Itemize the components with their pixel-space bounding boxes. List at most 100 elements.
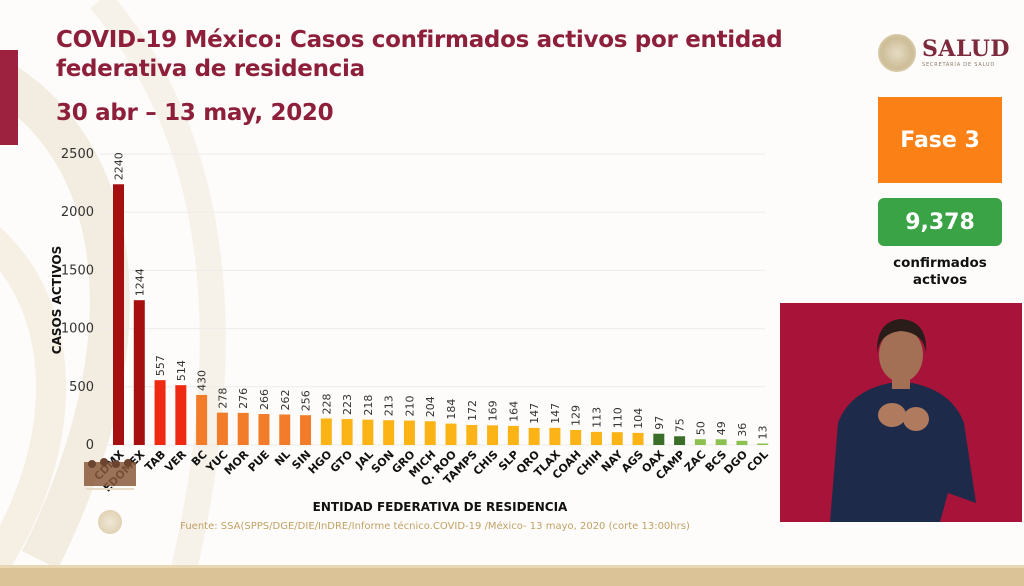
y-tick-label: 2000: [61, 205, 94, 220]
data-label: 13: [757, 425, 770, 439]
bar-oax: [653, 433, 665, 445]
bar-sin: [300, 415, 312, 445]
bar-col: [757, 443, 769, 445]
x-tick-label: SON: [369, 448, 397, 476]
footer-seal-icon: [98, 510, 122, 534]
bar-chis: [487, 425, 499, 445]
mexico-seal-icon: [878, 34, 916, 72]
data-label: 210: [403, 396, 416, 417]
data-label: 204: [424, 396, 437, 417]
data-label: 223: [341, 394, 354, 415]
bar-tlax: [549, 427, 561, 445]
y-tick-label: 1000: [61, 322, 94, 337]
bars: [113, 184, 769, 445]
data-label: 262: [279, 390, 292, 411]
active-count-badge: 9,378: [878, 198, 1002, 246]
bar-qroo: [445, 423, 457, 445]
data-label: 49: [715, 421, 728, 435]
bar-zac: [694, 439, 706, 445]
bar-qro: [528, 427, 540, 445]
bar-camp: [674, 436, 686, 445]
salud-logo: SALUD SECRETARÍA DE SALUD: [878, 34, 1010, 72]
data-label: 218: [362, 395, 375, 416]
data-label: 113: [590, 407, 603, 428]
bar-bcs: [715, 439, 727, 445]
bar-tamps: [466, 424, 478, 445]
bar-chih: [590, 431, 602, 445]
data-label: 169: [487, 400, 500, 421]
bar-pue: [258, 414, 270, 445]
bar-hgo: [320, 418, 332, 445]
data-label: 213: [383, 395, 396, 416]
data-label: 164: [507, 401, 520, 422]
data-label: 129: [570, 405, 583, 426]
y-axis-label: CASOS ACTIVOS: [50, 246, 64, 354]
footer-shadow: [0, 565, 1024, 568]
y-tick-label: 1500: [61, 263, 94, 278]
page-title: COVID-19 México: Casos confirmados activ…: [56, 27, 783, 82]
bar-jal: [362, 419, 374, 445]
data-label: 184: [445, 399, 458, 420]
x-tick-label: HGO: [306, 448, 335, 477]
bar-son: [383, 420, 395, 445]
footer-band: [0, 568, 1024, 586]
y-tick-label: 0: [86, 438, 94, 453]
x-tick-label: NAY: [599, 447, 626, 474]
bar-yuc: [216, 412, 228, 445]
bar-chart: 0 500 1000 1500 2000 2500 CASOS ACTIVOS 2240 1…: [50, 147, 771, 532]
active-count-label: confirmados activos: [868, 255, 1012, 289]
bar-coah: [570, 429, 582, 445]
data-label: 75: [674, 418, 687, 432]
sign-language-video: [780, 303, 1022, 522]
data-label: 430: [196, 370, 209, 391]
date-range: 30 abr – 13 may, 2020: [56, 100, 334, 126]
bar-mich: [424, 421, 436, 445]
bar-nay: [611, 432, 623, 445]
data-label: 266: [258, 389, 271, 410]
y-tick-labels: 0 500 1000 1500 2000 2500: [61, 147, 94, 453]
logo-name: SALUD: [922, 36, 1010, 62]
data-label: 172: [466, 400, 479, 421]
data-label: 557: [154, 355, 167, 376]
data-label: 1244: [133, 268, 146, 296]
bar-ver: [175, 385, 187, 445]
data-label: 147: [549, 403, 562, 424]
x-tick-label: TAB: [142, 448, 168, 474]
bar-nl: [279, 414, 291, 445]
historic-figures-image: [84, 458, 136, 490]
x-tick-label: PUE: [246, 448, 273, 475]
data-label: 97: [653, 416, 666, 430]
bar-edomex: [133, 300, 145, 445]
bar-gto: [341, 419, 353, 445]
x-tick-labels: CDMXEDOMEXTABVERBCYUCMORPUENLSINHGOGTOJA…: [92, 447, 771, 494]
interpreter-figure: [830, 319, 976, 522]
bar-slp: [507, 425, 519, 445]
bar-gro: [403, 420, 415, 445]
data-label: 104: [632, 408, 645, 429]
bar-tab: [154, 380, 166, 445]
bar-ags: [632, 432, 644, 445]
active-count-label-line2: activos: [912, 272, 968, 288]
data-label: 276: [237, 388, 250, 409]
data-label: 228: [320, 393, 333, 414]
data-label: 2240: [113, 152, 126, 180]
data-label: 147: [528, 403, 541, 424]
data-label: 256: [300, 390, 313, 411]
x-axis-label: ENTIDAD FEDERATIVA DE RESIDENCIA: [313, 500, 568, 514]
data-label: 50: [694, 421, 707, 435]
phase-badge: Fase 3: [878, 97, 1002, 183]
x-tick-label: COL: [744, 448, 770, 474]
active-count-label-line1: confirmados: [893, 255, 987, 271]
left-accent-bar: [0, 50, 18, 145]
data-label: 514: [175, 360, 188, 381]
x-tick-label: NL: [272, 448, 293, 469]
data-label: 36: [736, 423, 749, 437]
data-labels: 2240 1244 557 514 430 278 276 266 262 256 228 223 21…: [113, 152, 770, 439]
bar-cdmx: [113, 184, 124, 445]
bar-bc: [196, 394, 208, 445]
x-tick-label: GTO: [328, 448, 355, 475]
data-label: 278: [216, 388, 229, 409]
logo-subtitle: SECRETARÍA DE SALUD: [922, 62, 996, 68]
data-label: 110: [611, 407, 624, 428]
y-tick-label: 500: [69, 380, 94, 395]
